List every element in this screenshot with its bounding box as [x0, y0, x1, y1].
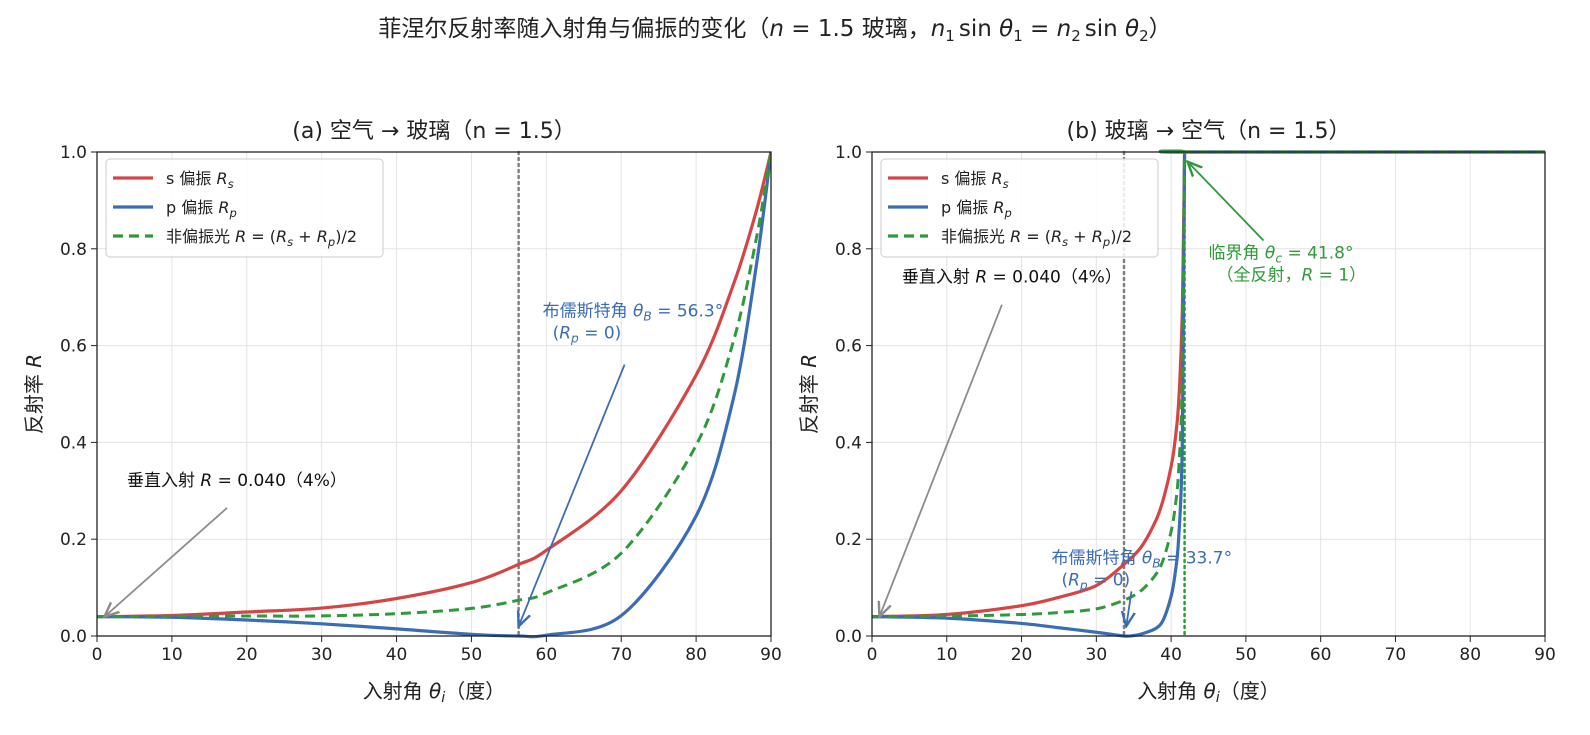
- legend: s 偏振 Rs p 偏振 Rp 非偏振光 R = (Rs + Rp)/2: [105, 158, 384, 258]
- figure-title: 菲涅尔反射率随入射角与偏振的变化（n = 1.5 玻璃，n1 sin θ1 = n…: [378, 16, 1171, 45]
- legend-box: [880, 158, 1159, 258]
- legend-box: [105, 158, 384, 258]
- x-tick-label: 90: [760, 645, 782, 665]
- annotation-arrow: [879, 304, 1003, 617]
- y-tick-label: 0.6: [60, 337, 87, 357]
- annotation-arrow: [519, 364, 626, 627]
- x-tick-label: 50: [461, 645, 483, 665]
- x-tick-label: 30: [1086, 645, 1108, 665]
- x-tick-label: 80: [1459, 645, 1481, 665]
- y-tick-label: 1.0: [835, 143, 862, 163]
- annotation-text: 布儒斯特角 θB = 56.3°: [543, 302, 724, 324]
- annotation-text: 垂直入射 R = 0.040（4%）: [902, 268, 1122, 288]
- annotation-text: 布儒斯特角 θB = 33.7°: [1051, 548, 1232, 570]
- y-tick-label: 0.2: [60, 530, 87, 550]
- x-tick-label: 30: [311, 645, 333, 665]
- x-tick-label: 60: [1310, 645, 1332, 665]
- x-axis-label: 入射角 θi（度）: [1137, 679, 1280, 706]
- plot-frame: [96, 151, 772, 637]
- panel-b: 0 10 20 30 40 50 60 70 80 90 0.0 0.2 0.4 0.6 0.8 1.0 (b)…: [797, 119, 1556, 706]
- x-tick-label: 70: [610, 645, 632, 665]
- x-axis-label: 入射角 θi（度）: [363, 679, 506, 706]
- legend: s 偏振 Rs p 偏振 Rp 非偏振光 R = (Rs + Rp)/2: [880, 158, 1159, 258]
- y-tick-label: 0.2: [835, 530, 862, 550]
- series-line-unpolarized: [872, 149, 1545, 619]
- legend-label: p 偏振 Rp: [166, 198, 237, 220]
- x-tick-label: 80: [685, 645, 707, 665]
- panel-title: (b) 玻璃 → 空气（n = 1.5）: [1067, 119, 1351, 144]
- annotation-arrow: [104, 507, 228, 617]
- legend-label: s 偏振 Rs: [166, 169, 234, 191]
- x-tick-label: 20: [1011, 645, 1033, 665]
- y-tick-label: 0.4: [835, 433, 862, 453]
- x-tick-label: 60: [536, 645, 558, 665]
- plot-frame: [871, 151, 1546, 637]
- y-tick-label: 0.8: [835, 240, 862, 260]
- annotation-arrow: [1126, 591, 1131, 626]
- x-tick-label: 0: [92, 645, 103, 665]
- annotation-text-line2: (Rp = 0): [553, 324, 622, 346]
- x-tick-label: 10: [161, 645, 183, 665]
- x-tick-label: 50: [1235, 645, 1257, 665]
- y-tick-label: 0.8: [60, 240, 87, 260]
- panel-title: (a) 空气 → 玻璃（n = 1.5）: [292, 119, 575, 144]
- x-tick-label: 0: [867, 645, 878, 665]
- annotation-arrow: [1188, 162, 1265, 242]
- legend-label: 非偏振光 R = (Rs + Rp)/2: [166, 227, 357, 249]
- y-tick-label: 1.0: [60, 143, 87, 163]
- y-axis-label: 反射率 R: [22, 354, 46, 434]
- x-tick-label: 20: [236, 645, 258, 665]
- panel-a: 0 10 20 30 40 50 60 70 80 90 0.0 0.2 0.4 0.6 0.8 1.0 (a)…: [22, 119, 782, 706]
- legend-label: s 偏振 Rs: [941, 169, 1009, 191]
- series-line-p: [97, 151, 771, 639]
- x-tick-label: 40: [1160, 645, 1182, 665]
- x-tick-label: 40: [386, 645, 408, 665]
- y-tick-label: 0.6: [835, 337, 862, 357]
- x-tick-label: 10: [936, 645, 958, 665]
- legend-label: p 偏振 Rp: [941, 198, 1012, 220]
- series-line-s: [97, 151, 771, 619]
- y-tick-label: 0.0: [835, 627, 862, 647]
- annotation-text-line2: (Rp = 0): [1061, 570, 1130, 592]
- y-axis-label: 反射率 R: [797, 354, 821, 434]
- y-tick-label: 0.0: [60, 627, 87, 647]
- legend-label: 非偏振光 R = (Rs + Rp)/2: [941, 227, 1132, 249]
- x-tick-label: 90: [1534, 645, 1556, 665]
- y-tick-label: 0.4: [60, 433, 87, 453]
- annotation-text: 垂直入射 R = 0.040（4%）: [127, 471, 347, 491]
- annotation-text-line2: （全反射，R = 1）: [1217, 265, 1367, 285]
- annotation-text: 临界角 θc = 41.8°: [1209, 243, 1354, 265]
- x-tick-label: 70: [1385, 645, 1407, 665]
